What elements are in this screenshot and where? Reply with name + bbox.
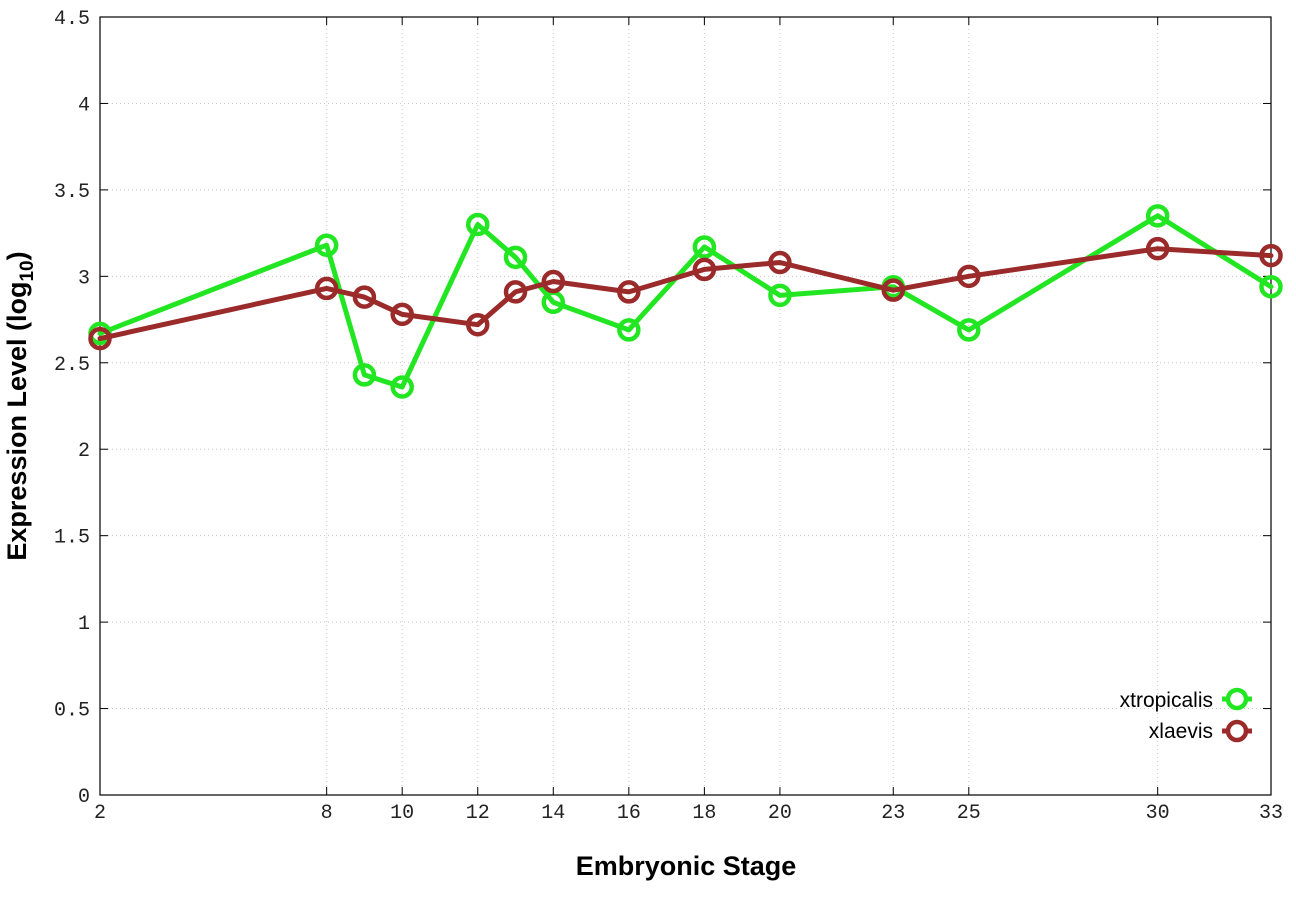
series-line-xlaevis [97,246,1274,342]
y-axis-title-main: Expression Level (log [2,282,32,561]
y-axis-ticks: 0 0.5 1 1.5 2 2.5 3 3.5 4 4.5 [54,8,1271,809]
legend-marker-xtropicalis [1225,687,1249,711]
legend-marker-xlaevis [1225,719,1249,743]
data-point-xtropicalis [768,283,792,308]
y-axis-title-close: ) [2,251,32,260]
data-point-xlaevis [768,250,792,275]
data-point-xtropicalis [692,235,717,259]
x-tick-label: 10 [390,802,414,825]
data-point-xtropicalis [314,233,339,257]
data-point-xlaevis [617,280,641,304]
grid-lines [100,17,1271,795]
x-axis-ticks: 2 8 10 12 14 16 18 20 23 25 30 33 [94,17,1283,825]
y-tick-label: 3.5 [54,181,90,204]
y-tick-label: 1.5 [54,527,90,550]
y-tick-label: 0.5 [54,700,90,723]
data-point-xlaevis [352,285,377,309]
data-point-xtropicalis [1145,204,1170,228]
data-point-xlaevis [390,302,414,327]
y-tick-label: 1 [78,613,90,636]
y-tick-label: 2.5 [54,354,90,377]
plot-frame [99,16,1272,796]
data-point-xlaevis [1259,243,1283,268]
series-line-xtropicalis [97,213,1274,390]
x-tick-label: 25 [957,802,981,825]
data-point-xlaevis [465,312,490,337]
x-tick-label: 30 [1146,802,1170,825]
data-point-xlaevis [88,326,112,351]
x-tick-label: 16 [617,802,641,825]
legend: xtropicalis xlaevis [1120,687,1252,743]
data-point-xtropicalis [617,318,641,342]
x-tick-label: 8 [321,802,333,825]
data-point-xlaevis [1145,236,1170,261]
data-point-xtropicalis [1259,274,1283,299]
y-axis-title-subscript: 10 [17,260,38,281]
x-tick-label: 33 [1259,802,1283,825]
x-tick-label: 12 [466,802,490,825]
x-tick-label: 2 [94,802,106,825]
data-point-xtropicalis [352,363,377,387]
data-point-xlaevis [503,280,528,304]
x-tick-label: 18 [692,802,716,825]
y-tick-label: 4.5 [54,8,90,31]
data-point-xtropicalis [465,212,490,237]
data-point-xtropicalis [503,245,528,270]
legend-label-xtropicalis: xtropicalis [1120,689,1213,712]
x-axis-title: Embryonic Stage [576,851,797,881]
x-tick-label: 23 [881,802,905,825]
x-tick-label: 20 [768,802,792,825]
data-point-xlaevis [541,269,566,294]
data-point-xlaevis [692,257,717,282]
x-tick-label: 14 [541,802,565,825]
data-point-xtropicalis [390,375,414,399]
y-tick-label: 0 [78,786,90,809]
data-point-xtropicalis [957,318,981,342]
y-axis-title: Expression Level (log10) [2,251,38,560]
y-tick-label: 3 [78,267,90,290]
y-tick-label: 4 [78,94,90,117]
data-point-xlaevis [314,276,339,301]
data-point-xlaevis [881,278,906,302]
y-tick-label: 2 [78,440,90,463]
legend-label-xlaevis: xlaevis [1149,720,1213,743]
data-point-xlaevis [957,264,981,289]
series-lines [88,204,1283,399]
